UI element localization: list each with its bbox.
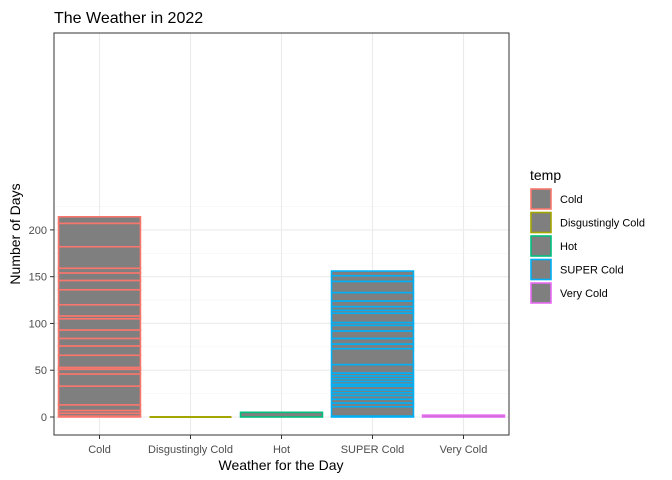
bar-segment bbox=[330, 312, 415, 324]
legend-title: temp bbox=[530, 167, 561, 183]
bar-segment bbox=[330, 337, 415, 345]
x-tick-label: Cold bbox=[88, 444, 111, 456]
legend-item: SUPER Cold bbox=[530, 258, 624, 281]
bar-segment bbox=[57, 216, 142, 225]
bar-segment bbox=[330, 324, 415, 332]
chart-title: The Weather in 2022 bbox=[54, 10, 203, 27]
legend-key bbox=[530, 188, 552, 210]
bar-hot bbox=[239, 411, 324, 418]
y-tick-label: 150 bbox=[29, 272, 47, 284]
bar-segment bbox=[57, 354, 142, 369]
bar-segment bbox=[330, 270, 415, 277]
x-tick-label: Hot bbox=[273, 444, 290, 456]
bar-segment bbox=[57, 373, 142, 387]
bar-segment bbox=[57, 337, 142, 347]
bar-segment bbox=[330, 347, 415, 366]
bar-cold bbox=[57, 216, 142, 418]
bar-segment bbox=[330, 280, 415, 294]
legend-item: Cold bbox=[530, 188, 583, 210]
bars bbox=[57, 216, 506, 418]
bar-segment bbox=[57, 288, 142, 306]
bar-segment bbox=[57, 385, 142, 406]
bar-super-cold bbox=[330, 270, 415, 418]
bar-segment bbox=[57, 303, 142, 317]
legend-label: Disgustingly Cold bbox=[560, 218, 645, 230]
y-tick-label: 200 bbox=[29, 225, 47, 237]
legend: temp Cold Disgustingly Cold Hot SUPER Cold V… bbox=[530, 167, 645, 304]
legend-label: SUPER Cold bbox=[560, 265, 624, 277]
legend-item: Hot bbox=[530, 235, 577, 257]
bar-segment bbox=[57, 329, 142, 340]
y-axis: 0 50 100 150 200 bbox=[29, 225, 54, 424]
legend-item: Disgustingly Cold bbox=[530, 211, 645, 234]
legend-key bbox=[530, 282, 552, 304]
bar-segment bbox=[421, 414, 506, 418]
bar-segment bbox=[57, 272, 142, 282]
bar-segment bbox=[57, 222, 142, 248]
bar-very-cold bbox=[421, 414, 506, 418]
legend-key bbox=[530, 235, 552, 257]
bar-segment bbox=[330, 274, 415, 283]
bar-segment bbox=[57, 404, 142, 412]
legend-key bbox=[530, 211, 552, 234]
bar-segment bbox=[330, 291, 415, 302]
bar-segment bbox=[330, 363, 415, 374]
bar-segment bbox=[330, 330, 415, 340]
legend-label: Hot bbox=[560, 241, 577, 253]
y-tick-label: 0 bbox=[41, 412, 47, 424]
legend-key bbox=[530, 258, 552, 281]
bar-segment bbox=[57, 245, 142, 270]
bar-segment bbox=[57, 279, 142, 291]
x-axis: Cold Disgustingly Cold Hot SUPER Cold Very C… bbox=[88, 435, 487, 456]
y-tick-label: 100 bbox=[29, 318, 47, 330]
legend-label: Very Cold bbox=[560, 288, 608, 300]
bar-segment bbox=[239, 411, 324, 418]
bar-segment bbox=[57, 345, 142, 357]
bar-segment bbox=[330, 300, 415, 308]
x-tick-label: SUPER Cold bbox=[341, 444, 405, 456]
bar-segment bbox=[330, 405, 415, 417]
x-tick-label: Disgustingly Cold bbox=[148, 444, 233, 456]
legend-item: Very Cold bbox=[530, 282, 608, 304]
y-tick-label: 50 bbox=[35, 365, 47, 377]
bar-segment bbox=[57, 317, 142, 331]
x-tick-label: Very Cold bbox=[440, 444, 488, 456]
x-axis-title: Weather for the Day bbox=[218, 457, 343, 473]
y-axis-title: Number of Days bbox=[7, 183, 23, 284]
legend-label: Cold bbox=[560, 194, 583, 206]
